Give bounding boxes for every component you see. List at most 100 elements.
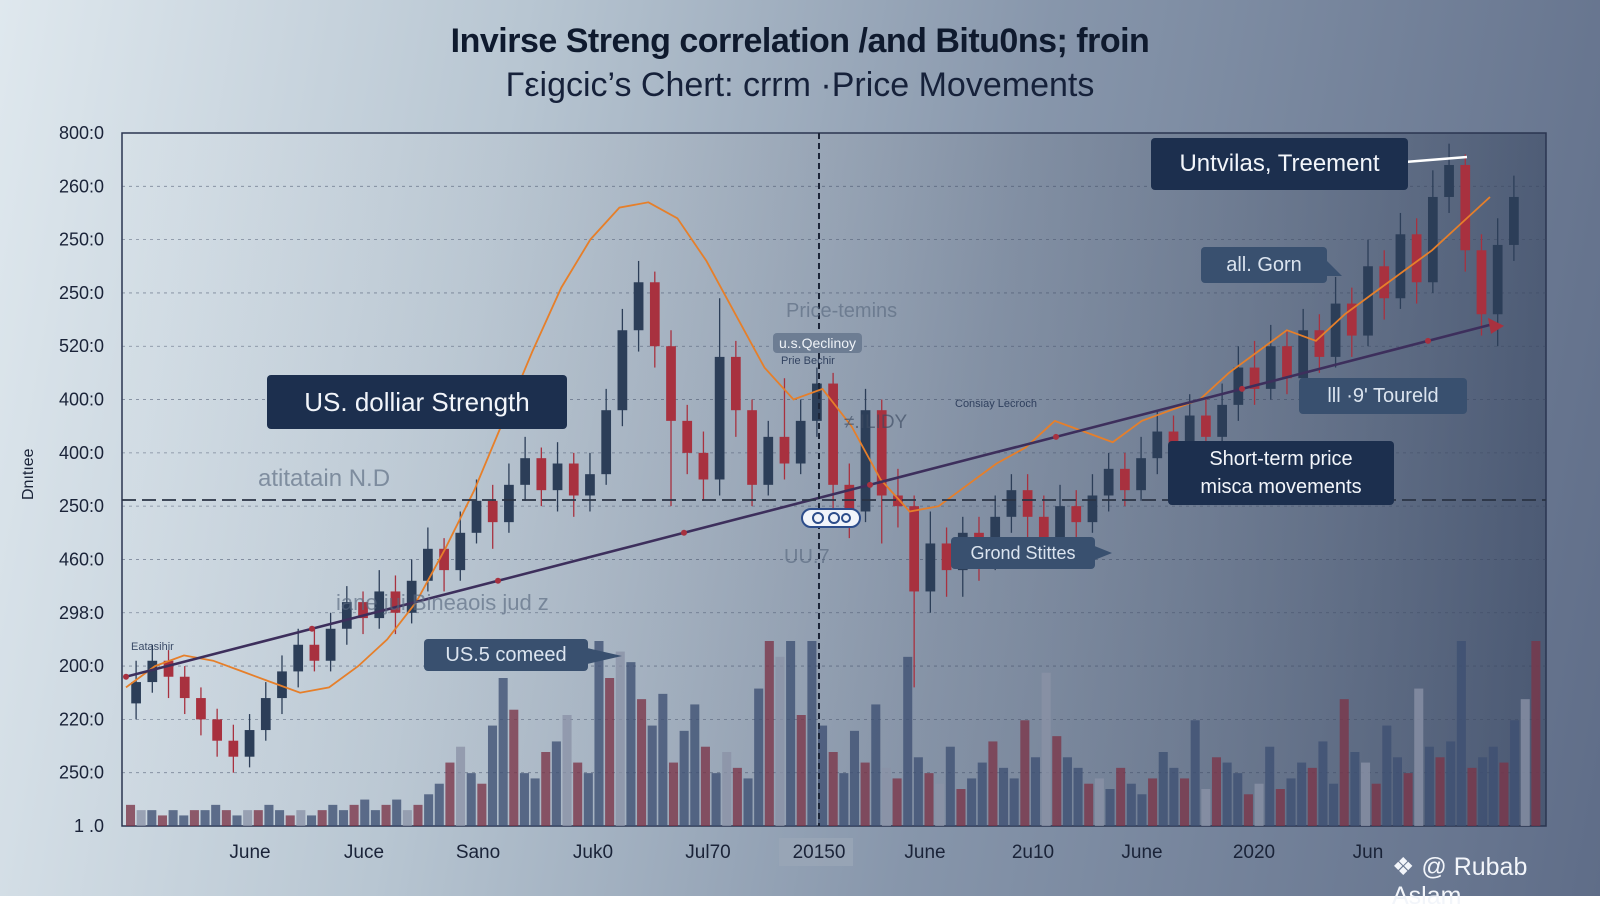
candle: [390, 575, 401, 635]
candle-body: [1444, 164, 1454, 197]
volume-bar: [647, 725, 657, 826]
candle: [568, 452, 579, 517]
candle-body: [1006, 490, 1017, 517]
candle-body: [520, 458, 530, 485]
candle: [1427, 170, 1438, 293]
y-tick-label: 250:0: [59, 230, 104, 250]
candle-body: [406, 580, 417, 613]
candle-body: [293, 644, 304, 672]
candle-body: [1427, 196, 1438, 283]
candle: [698, 431, 709, 501]
candle: [1022, 474, 1033, 539]
volume-bar: [296, 810, 306, 826]
candle-body: [358, 602, 368, 619]
etcashir-label: Eatasihir: [131, 641, 174, 653]
candle: [536, 447, 547, 507]
candle: [293, 628, 304, 688]
volume-bar: [1361, 762, 1371, 826]
trend-point: [1053, 433, 1059, 440]
prie-bechir-label: Prie Bechir: [781, 355, 835, 367]
candle: [1120, 452, 1130, 507]
volume-bar: [477, 783, 487, 826]
candle-body: [876, 410, 887, 496]
candle: [163, 650, 174, 699]
all-gorn-callout: all. Gorn: [1201, 247, 1327, 283]
candle-body: [471, 500, 482, 533]
candle: [1509, 175, 1519, 261]
volume-bar: [1137, 794, 1147, 826]
volume-bar: [626, 662, 636, 826]
volume-bar: [328, 804, 338, 826]
volume-bar: [338, 810, 348, 826]
candle: [552, 442, 563, 512]
volume-bar: [221, 810, 231, 826]
candle: [455, 511, 466, 581]
candle-body: [828, 383, 838, 485]
filidy-label: ≠.ILIDY: [844, 412, 908, 433]
trend-point: [123, 673, 129, 680]
volume-bar: [253, 810, 263, 826]
ghost-label-3: UU.7: [784, 546, 830, 568]
volume-bar: [285, 815, 295, 826]
volume-bar: [157, 815, 167, 826]
price-temins-label: Price-temins: [786, 300, 898, 322]
volume-bar: [637, 699, 647, 826]
volume-bar: [1403, 773, 1413, 826]
candle: [1233, 346, 1244, 421]
candle-body: [196, 698, 206, 720]
candle: [1136, 436, 1146, 501]
candle: [1006, 474, 1017, 533]
trend-point: [1239, 385, 1245, 392]
candle: [941, 527, 952, 597]
volume-bar: [818, 725, 828, 826]
candle: [649, 271, 660, 368]
candle-body: [163, 660, 174, 677]
event-badge: [801, 508, 861, 528]
volume-bar: [1382, 725, 1392, 826]
volume-bar: [402, 810, 412, 826]
candle-body: [260, 698, 271, 731]
candle-body: [617, 330, 628, 411]
candle-body: [1038, 516, 1049, 539]
volume-bar: [1062, 757, 1072, 826]
candle: [341, 586, 352, 645]
volume-bar: [136, 810, 146, 826]
candle: [471, 479, 482, 544]
short-term-callout: Short-term price misca movements: [1168, 441, 1394, 505]
volume-bar: [1148, 778, 1158, 826]
candle-body: [633, 282, 644, 331]
volume-bar: [1488, 746, 1498, 826]
candle: [244, 714, 255, 768]
y-tick-label: 520:0: [59, 336, 104, 356]
volume-bar: [456, 746, 466, 826]
volume-bar: [179, 815, 189, 826]
consiay-label: Consiay Lecroch: [955, 398, 1037, 410]
volume-bar: [200, 810, 210, 826]
candle: [1152, 410, 1163, 475]
volume-bar: [413, 804, 423, 826]
volume-bar: [317, 810, 327, 826]
trend-point: [309, 625, 315, 632]
candle: [1103, 452, 1114, 512]
candle-body: [941, 543, 952, 571]
candle-body: [309, 644, 320, 661]
candle: [925, 511, 936, 613]
volume-bar: [211, 804, 221, 826]
candle: [1444, 143, 1454, 213]
volume-bar: [881, 767, 891, 826]
candle: [909, 495, 920, 688]
candle-body: [1379, 266, 1390, 299]
candle-body: [1298, 330, 1309, 379]
candle-body: [779, 436, 790, 464]
volume-bar: [945, 746, 955, 826]
candle: [1265, 324, 1276, 400]
volume-bar: [828, 752, 838, 826]
candle-body: [1411, 234, 1422, 283]
volume-bar: [1371, 783, 1381, 826]
candle: [1087, 474, 1098, 533]
candle-body: [1265, 346, 1276, 389]
volume-bar: [1084, 783, 1094, 826]
candle: [633, 260, 644, 352]
untvilas-pointer: [1404, 155, 1468, 164]
candle-body: [1346, 303, 1357, 336]
